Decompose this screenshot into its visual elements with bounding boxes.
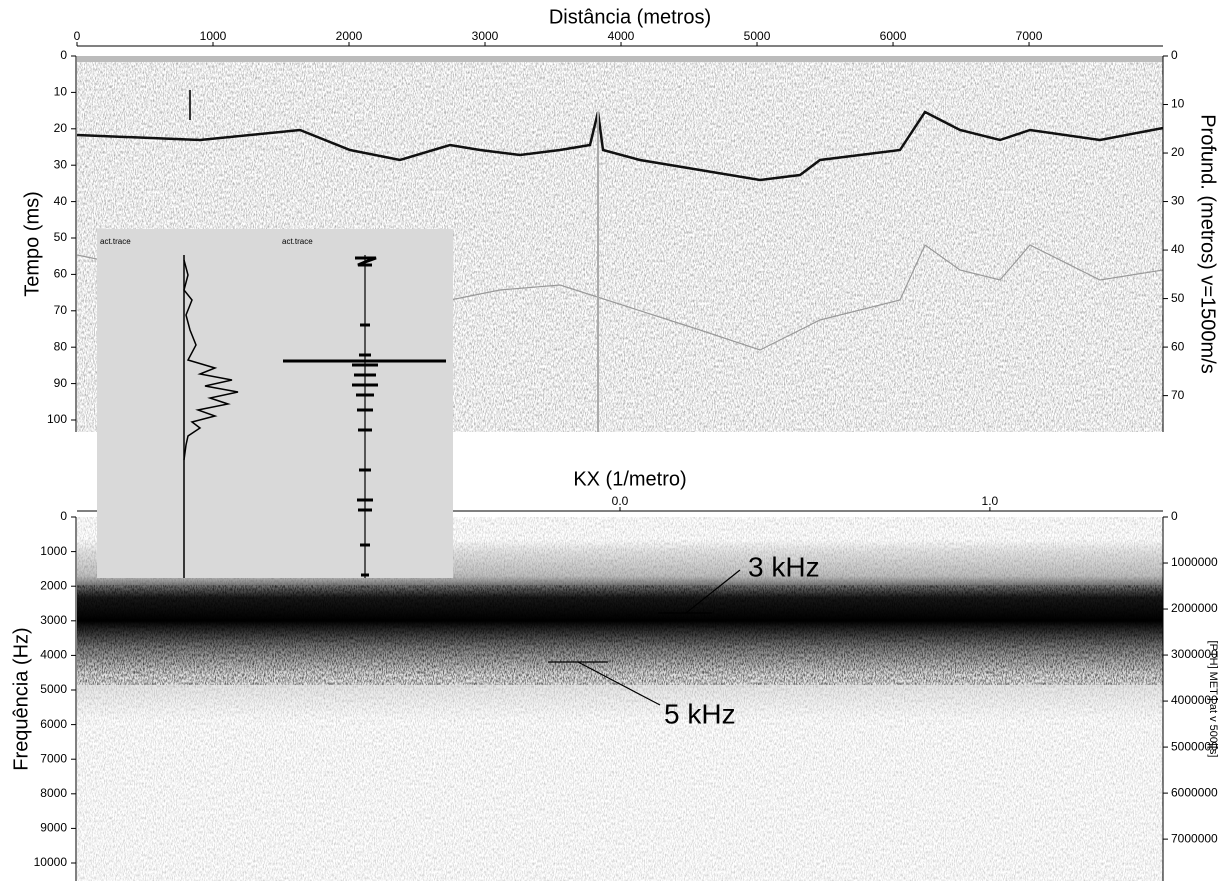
x-tick-label: 1.0 [982,494,999,508]
y-tick-label: 1000 [40,544,67,558]
y2-tick-label: 70 [1171,388,1185,402]
y2-tick-label: 10 [1171,97,1185,111]
surface-band [77,56,1163,62]
x-tick-label: 7000 [1016,29,1043,43]
leader-line [548,661,661,706]
y-tick-label: 2000 [40,578,67,592]
y-axis-title: Tempo (ms) [21,191,43,297]
y-tick-label: 5000 [40,682,67,696]
y2-tick-label: 0 [1171,48,1178,62]
y2-tick-label: 3000000 [1171,647,1218,661]
y-tick-label: 50 [54,230,68,244]
y2-tick-label: 40 [1171,242,1185,256]
y-tick-label: 70 [54,303,68,317]
y-tick-label: 8000 [40,786,67,800]
y-tick-label: 40 [54,194,68,208]
y2-tick-label: 60 [1171,339,1185,353]
x-tick-label: 3000 [472,29,499,43]
y2-tick-label: 0 [1171,509,1178,523]
y-axis-title: Frequência (Hz) [10,627,32,770]
inset: act.trace act.trace [97,229,453,578]
y-tick-label: 9000 [40,821,67,835]
y2-tick-label: 6000000 [1171,785,1218,799]
y2-axis-title: Profund. (metros) v=1500m/s [1197,114,1219,374]
y2-tick-label: 2000000 [1171,601,1218,615]
annotation: 3 kHz [748,551,820,582]
y2-axis-title: [PTH] MET ] at v 500|[s] [1207,641,1219,758]
y2-tick-label: 4000000 [1171,693,1218,707]
x-tick-label: 0 [74,29,81,43]
y-tick-label: 80 [54,339,68,353]
y2-tick-label: 7000000 [1171,831,1218,845]
y2-tick-label: 50 [1171,291,1185,305]
y-tick-label: 7000 [40,751,67,765]
y-tick-label: 90 [54,376,68,390]
x-tick-label: 4000 [608,29,635,43]
y-tick-label: 0 [60,509,67,523]
y2-tick-label: 1000000 [1171,555,1218,569]
trace-wiggle [283,256,446,577]
inset-background [97,229,453,578]
x-tick-label: 0.0 [612,494,629,508]
y-tick-label: 30 [54,157,68,171]
y-tick-label: 10 [54,85,68,99]
leader-line [658,569,741,614]
y2-tick-label: 5000000 [1171,739,1218,753]
y-tick-label: 60 [54,267,68,281]
inset-label: act.trace [282,237,313,246]
y2-tick-label: 30 [1171,194,1185,208]
x-tick-label: 1000 [200,29,227,43]
x-tick-label: 5000 [744,29,771,43]
x-tick-label: 2000 [336,29,363,43]
x-axis-title: KX (1/metro) [573,468,686,490]
spectrum-texture [77,585,1163,685]
seabed-reflector [76,110,1164,182]
y-tick-label: 100 [47,412,67,426]
y-tick-label: 0 [60,48,67,62]
trace-envelope [183,259,239,461]
x-tick-label: 6000 [880,29,907,43]
axes: 0 1000 2000 3000 4000 5000 6000 700001020304050… [10,6,1219,881]
y-tick-label: 20 [54,121,68,135]
x-axis-title: Distância (metros) [549,6,711,28]
y-tick-label: 3000 [40,613,67,627]
y-tick-label: 4000 [40,648,67,662]
images [76,56,1164,881]
y-tick-label: 6000 [40,717,67,731]
y2-tick-label: 20 [1171,145,1185,159]
inset-label: act.trace [100,237,131,246]
y-tick-label: 10000 [34,855,68,869]
annotation: 5 kHz [664,698,736,729]
